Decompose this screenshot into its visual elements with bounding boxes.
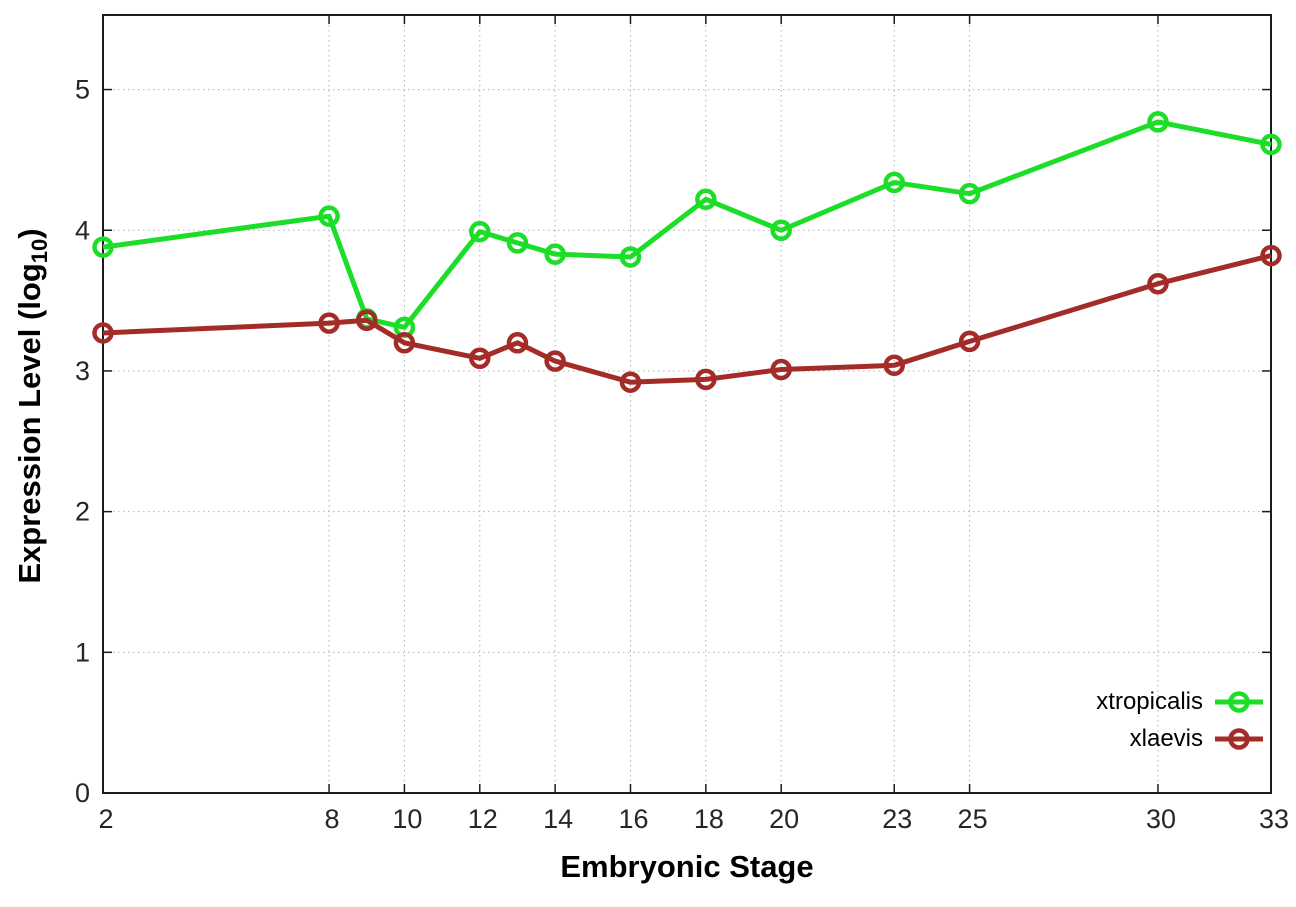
data-point-xtropicalis-stage-8: [318, 205, 340, 227]
y-axis-title: Expression Level (log10): [12, 196, 52, 616]
data-point-xlaevis-stage-30: [1147, 272, 1169, 295]
data-point-xtropicalis-stage-33: [1260, 133, 1282, 156]
data-point-xlaevis-stage-9: [355, 309, 378, 332]
data-point-xlaevis-stage-12: [469, 347, 491, 370]
x-tick-labels: 2 8 10 12 14 16 18 20 23 25 30 33: [98, 804, 1289, 834]
x-tick-label-33: 33: [1259, 804, 1289, 834]
data-point-xtropicalis-stage-12: [469, 220, 491, 243]
x-tick-label-14: 14: [543, 804, 573, 834]
data-point-xlaevis-stage-25: [958, 330, 981, 353]
y-tick-label-1: 1: [75, 637, 90, 667]
legend-marker-xtropicalis-icon: [1215, 690, 1263, 713]
y-axis-title-suffix: ): [12, 228, 47, 239]
y-tick-label-0: 0: [75, 778, 90, 808]
x-tick-label-23: 23: [882, 804, 912, 834]
legend-row-xtropicalis: xtropicalis: [1096, 684, 1263, 719]
series-xlaevis: [92, 244, 1282, 393]
x-tick-label-16: 16: [618, 804, 648, 834]
data-point-xlaevis-stage-33: [1260, 244, 1282, 267]
axis-ticks: [102, 15, 1272, 794]
y-tick-label-3: 3: [75, 356, 90, 386]
data-point-xlaevis-stage-16: [619, 371, 642, 393]
data-point-xtropicalis-stage-14: [544, 243, 566, 265]
x-tick-label-25: 25: [958, 804, 988, 834]
data-point-xlaevis-stage-13: [506, 332, 529, 354]
x-tick-label-8: 8: [325, 804, 340, 834]
data-point-xlaevis-stage-18: [695, 368, 717, 391]
data-point-xlaevis-stage-2: [92, 322, 114, 344]
y-axis-title-subscript: 10: [27, 238, 53, 264]
plot-border: [102, 14, 1272, 794]
series-line-xtropicalis: [102, 119, 1272, 330]
legend-sample-circle: [1228, 727, 1250, 750]
data-point-xlaevis-stage-10: [393, 332, 416, 354]
chart-legend: xtropicalis xlaevis: [1096, 684, 1263, 756]
grid-lines: [103, 15, 1271, 793]
y-axis-title-base: Expression Level (log: [12, 263, 47, 584]
legend-marker-xlaevis-icon: [1215, 727, 1263, 750]
data-point-xtropicalis-stage-23: [883, 171, 905, 194]
y-tick-label-2: 2: [75, 497, 90, 527]
data-point-xtropicalis-stage-20: [770, 219, 792, 242]
legend-sample-circle: [1228, 690, 1250, 713]
y-tick-label-5: 5: [75, 75, 90, 105]
data-point-xtropicalis-stage-30: [1147, 111, 1169, 133]
x-tick-label-18: 18: [694, 804, 724, 834]
x-axis-title: Embryonic Stage: [0, 849, 1296, 885]
x-tick-label-2: 2: [98, 804, 113, 834]
x-tick-label-20: 20: [769, 804, 799, 834]
data-point-xtropicalis-stage-13: [506, 232, 529, 254]
x-tick-label-30: 30: [1146, 804, 1176, 834]
x-tick-label-10: 10: [392, 804, 422, 834]
data-point-xtropicalis-stage-2: [92, 236, 114, 258]
y-tick-label-4: 4: [75, 215, 90, 245]
data-point-xtropicalis-stage-16: [619, 246, 642, 268]
data-point-xlaevis-stage-14: [544, 350, 566, 372]
x-tick-label-12: 12: [468, 804, 498, 834]
data-point-xlaevis-stage-20: [770, 358, 792, 381]
legend-row-xlaevis: xlaevis: [1096, 721, 1263, 756]
data-point-xtropicalis-stage-18: [695, 188, 717, 211]
y-tick-labels: 0 1 2 3 4 5: [75, 75, 90, 808]
series-line-xlaevis: [102, 253, 1272, 385]
data-point-xtropicalis-stage-25: [958, 182, 981, 205]
data-point-xlaevis-stage-23: [883, 354, 905, 377]
data-point-xlaevis-stage-8: [318, 312, 340, 334]
x-axis-title-text: Embryonic Stage: [560, 849, 814, 884]
legend-label-xlaevis: xlaevis: [1129, 724, 1203, 752]
legend-label-xtropicalis: xtropicalis: [1096, 687, 1203, 715]
